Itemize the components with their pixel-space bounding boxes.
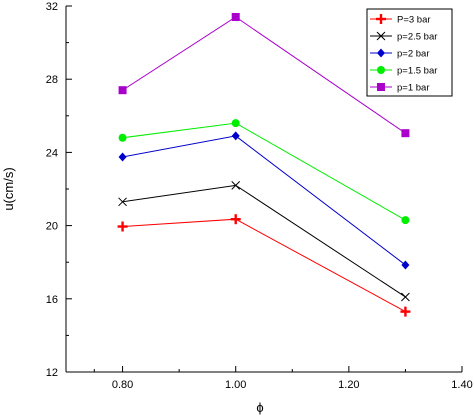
data-point	[118, 152, 127, 162]
series-1	[117, 214, 411, 317]
legend-marker	[377, 48, 385, 58]
legend-label: p=1.5 bar	[397, 66, 437, 77]
data-point	[401, 292, 410, 302]
data-point	[231, 131, 240, 141]
x-tick-label: 1.40	[451, 379, 472, 391]
y-tick-label: 28	[46, 74, 58, 86]
x-axis-label: ϕ	[256, 400, 263, 415]
series-4	[118, 119, 410, 225]
x-tick-label: 0.80	[112, 379, 133, 391]
series-line	[122, 135, 406, 266]
series-line	[122, 184, 406, 298]
legend-item: p=1 bar	[370, 83, 430, 94]
data-point	[401, 260, 410, 270]
series-2	[118, 180, 410, 302]
data-point	[401, 129, 410, 138]
series-3	[118, 131, 410, 270]
legend-label: p=2 bar	[397, 49, 430, 60]
y-tick-label: 20	[46, 221, 58, 233]
legend-label: p=2.5 bar	[397, 32, 437, 43]
series-line	[122, 16, 406, 134]
series-line	[122, 122, 406, 221]
y-axis-label: u(cm/s)	[1, 167, 16, 210]
x-tick-label: 1.20	[338, 379, 359, 391]
legend-item: P=3 bar	[370, 14, 431, 26]
plot-area: 12 16 20 24 28 32 0.80 1.00 1.20 1.40 P=3 bar p=2.5…	[46, 1, 473, 391]
y-tick-label: 16	[46, 294, 58, 306]
data-point	[231, 180, 241, 190]
legend-item: p=1.5 bar	[370, 66, 437, 77]
data-point	[231, 12, 240, 21]
y-tick-label: 32	[46, 1, 58, 13]
legend-marker	[376, 31, 386, 41]
data-point	[400, 306, 411, 317]
legend-marker	[377, 66, 385, 74]
legend-label: P=3 bar	[397, 15, 431, 26]
data-point	[401, 216, 410, 225]
data-point	[118, 197, 127, 207]
data-point	[230, 214, 241, 225]
y-tick-label: 12	[46, 367, 58, 379]
x-tick-label: 1.00	[225, 379, 246, 391]
legend-marker	[377, 83, 385, 91]
data-point	[118, 133, 127, 142]
legend-item: p=2.5 bar	[370, 32, 437, 43]
data-point	[117, 221, 128, 232]
series-5	[118, 12, 410, 138]
legend: P=3 bar p=2.5 bar p=2 bar p=1.5 bar p=1 bar	[366, 8, 453, 97]
data-point	[231, 119, 240, 128]
y-tick-label: 24	[46, 147, 58, 159]
legend-label: p=1 bar	[397, 83, 430, 94]
legend-marker	[376, 14, 386, 24]
legend-item: p=2 bar	[370, 48, 430, 60]
data-point	[118, 86, 127, 95]
